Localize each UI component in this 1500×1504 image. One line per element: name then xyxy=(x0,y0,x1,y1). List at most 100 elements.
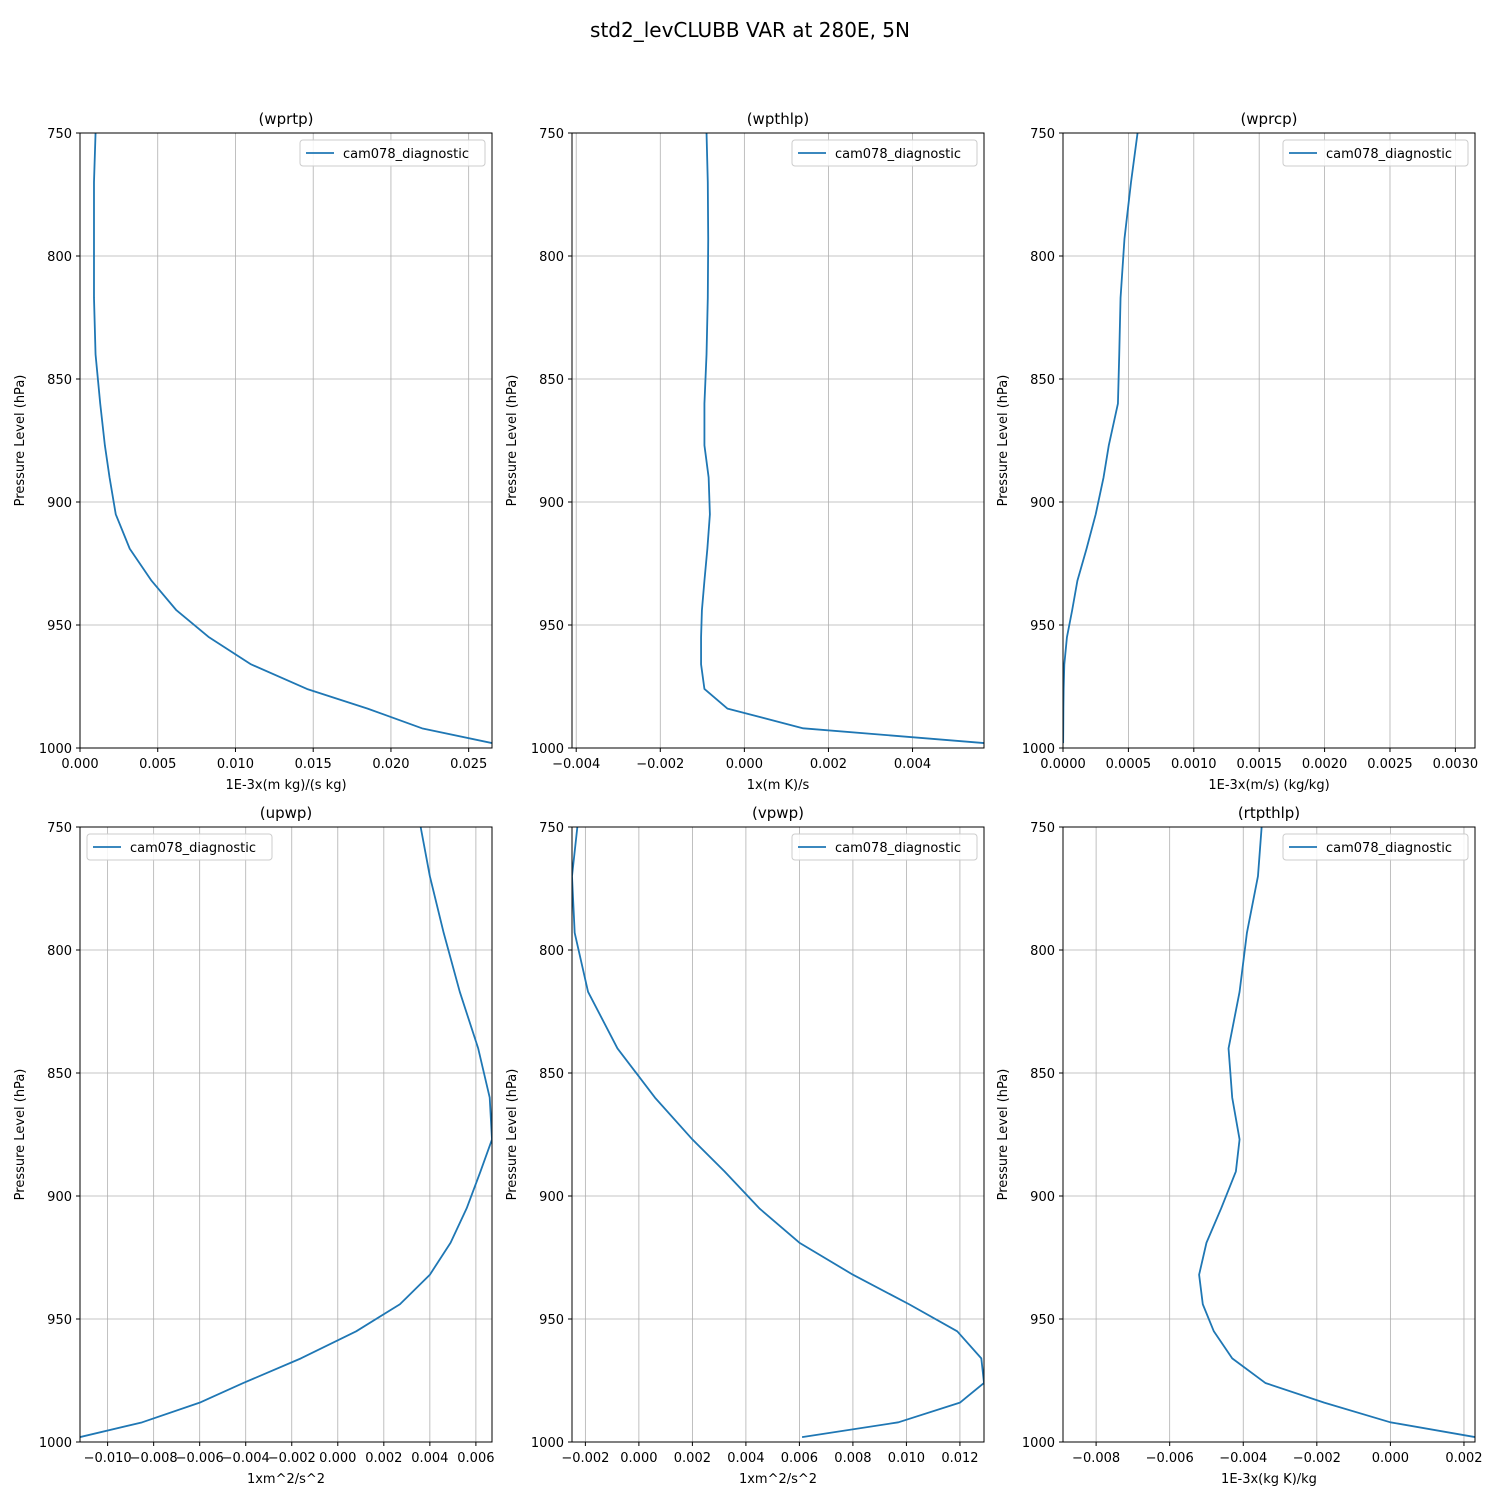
x-tick-label: −0.002 xyxy=(561,1451,609,1466)
x-tick-label: 0.015 xyxy=(295,757,332,772)
x-tick-label: 0.0030 xyxy=(1433,757,1479,772)
y-tick-label: 850 xyxy=(1030,1067,1055,1082)
x-tick-label: 0.0005 xyxy=(1106,757,1152,772)
axes-frame xyxy=(1062,826,1476,1443)
y-tick-label: 1000 xyxy=(1022,1436,1055,1451)
x-tick-label: 0.005 xyxy=(139,757,176,772)
x-tick-label: 0.004 xyxy=(727,1451,764,1466)
x-tick-label: 0.0010 xyxy=(1171,757,1217,772)
subplot-title: (wprcp) xyxy=(1240,110,1297,128)
legend: cam078_diagnostic xyxy=(791,833,978,861)
x-tick-label: −0.008 xyxy=(1072,1451,1120,1466)
legend-label: cam078_diagnostic xyxy=(835,841,961,856)
x-tick-label: 0.006 xyxy=(781,1451,818,1466)
legend: cam078_diagnostic xyxy=(299,139,486,167)
x-tick-label: −0.006 xyxy=(1146,1451,1194,1466)
subplot-rtpthlp: −0.008 −0.006 −0.004 −0.002 0.000 0.002 750 800… xyxy=(996,804,1483,1487)
y-tick-label: 900 xyxy=(1030,496,1055,511)
x-tick-label: 0.025 xyxy=(450,757,487,772)
x-axis-label: 1E-3x(m kg)/(s kg) xyxy=(225,778,346,793)
subplot-title: (wpthlp) xyxy=(747,110,810,128)
y-tick-label: 950 xyxy=(1030,1313,1055,1328)
y-tick-label: 1000 xyxy=(39,742,72,757)
legend-label: cam078_diagnostic xyxy=(343,147,469,162)
x-tick-label: 0.000 xyxy=(319,1451,356,1466)
series-line-0 xyxy=(80,827,492,1438)
x-tick-label: −0.002 xyxy=(636,757,684,772)
y-tick-label: 900 xyxy=(47,496,72,511)
y-tick-label: 850 xyxy=(539,373,564,388)
legend: cam078_diagnostic xyxy=(1282,139,1469,167)
x-tick-label: 0.000 xyxy=(61,757,98,772)
y-tick-label: 900 xyxy=(1030,1190,1055,1205)
y-tick-label: 800 xyxy=(1030,250,1055,265)
legend-box xyxy=(1282,833,1469,861)
x-tick-label: −0.004 xyxy=(222,1451,270,1466)
x-tick-label: 0.008 xyxy=(834,1451,871,1466)
subplot-title: (wprtp) xyxy=(258,110,313,128)
y-tick-label: 800 xyxy=(539,944,564,959)
y-tick-label: 800 xyxy=(47,250,72,265)
series-line-0 xyxy=(1063,133,1139,744)
legend-label: cam078_diagnostic xyxy=(835,147,961,162)
y-axis-label: Pressure Level (hPa) xyxy=(13,1069,28,1201)
x-tick-label: −0.010 xyxy=(84,1451,132,1466)
subplot-wprtp: 0.000 0.005 0.010 0.015 0.020 0.025 750 800 850 9… xyxy=(13,110,493,793)
axes-frame xyxy=(571,826,985,1443)
axes-frame xyxy=(1062,132,1476,749)
axes-frame xyxy=(79,132,493,749)
y-tick-label: 950 xyxy=(539,619,564,634)
y-tick-label: 1000 xyxy=(39,1436,72,1451)
legend-label: cam078_diagnostic xyxy=(1326,147,1452,162)
y-tick-label: 750 xyxy=(1030,127,1055,142)
x-axis-label: 1xm^2/s^2 xyxy=(739,1472,817,1487)
x-tick-label: 0.002 xyxy=(365,1451,402,1466)
legend: cam078_diagnostic xyxy=(791,139,978,167)
legend-box xyxy=(791,833,978,861)
subplot-wprcp: 0.0000 0.0005 0.0010 0.0015 0.0020 0.0025 0.00… xyxy=(996,110,1478,793)
y-tick-label: 950 xyxy=(1030,619,1055,634)
x-tick-label: 0.020 xyxy=(372,757,409,772)
series-line-0 xyxy=(93,133,492,744)
y-axis-label: Pressure Level (hPa) xyxy=(13,375,28,507)
y-tick-label: 950 xyxy=(539,1313,564,1328)
x-axis-label: 1xm^2/s^2 xyxy=(247,1472,325,1487)
x-tick-label: 0.000 xyxy=(726,757,763,772)
y-tick-label: 750 xyxy=(47,127,72,142)
subplot-title: (rtpthlp) xyxy=(1238,804,1300,822)
x-tick-label: 0.010 xyxy=(217,757,254,772)
x-tick-label: 0.0025 xyxy=(1367,757,1413,772)
y-tick-label: 1000 xyxy=(531,742,564,757)
x-tick-label: 0.000 xyxy=(1372,1451,1409,1466)
y-tick-label: 950 xyxy=(47,619,72,634)
x-tick-label: 0.002 xyxy=(674,1451,711,1466)
subplot-wpthlp: −0.004 −0.002 0.000 0.002 0.004 750 800 850 900 9… xyxy=(505,110,985,793)
y-tick-label: 850 xyxy=(539,1067,564,1082)
y-tick-label: 800 xyxy=(47,944,72,959)
subplot-vpwp: −0.002 0.000 0.002 0.004 0.006 0.008 0.010 0.01… xyxy=(505,804,985,1487)
legend-box xyxy=(791,139,978,167)
y-axis-label: Pressure Level (hPa) xyxy=(505,375,520,507)
x-tick-label: 0.012 xyxy=(941,1451,978,1466)
series-line-0 xyxy=(700,133,984,744)
y-tick-label: 750 xyxy=(47,821,72,836)
x-axis-label: 1E-3x(m/s) (kg/kg) xyxy=(1208,778,1329,793)
x-tick-label: −0.008 xyxy=(130,1451,178,1466)
x-tick-label: 0.0015 xyxy=(1236,757,1282,772)
x-tick-label: 0.000 xyxy=(620,1451,657,1466)
x-tick-label: −0.006 xyxy=(176,1451,224,1466)
x-axis-label: 1E-3x(kg K)/kg xyxy=(1221,1472,1317,1487)
y-axis-label: Pressure Level (hPa) xyxy=(996,375,1011,507)
subplot-upwp: −0.010−0.008−0.006−0.004−0.002 0.000 0.002… xyxy=(13,804,494,1487)
y-tick-label: 950 xyxy=(47,1313,72,1328)
x-axis-label: 1x(m K)/s xyxy=(747,778,810,793)
legend-label: cam078_diagnostic xyxy=(130,841,256,856)
y-tick-label: 750 xyxy=(1030,821,1055,836)
y-axis-label: Pressure Level (hPa) xyxy=(505,1069,520,1201)
y-tick-label: 850 xyxy=(47,1067,72,1082)
y-tick-label: 900 xyxy=(539,1190,564,1205)
figure-title: std2_levCLUBB VAR at 280E, 5N xyxy=(590,18,910,42)
x-tick-label: 0.004 xyxy=(411,1451,448,1466)
